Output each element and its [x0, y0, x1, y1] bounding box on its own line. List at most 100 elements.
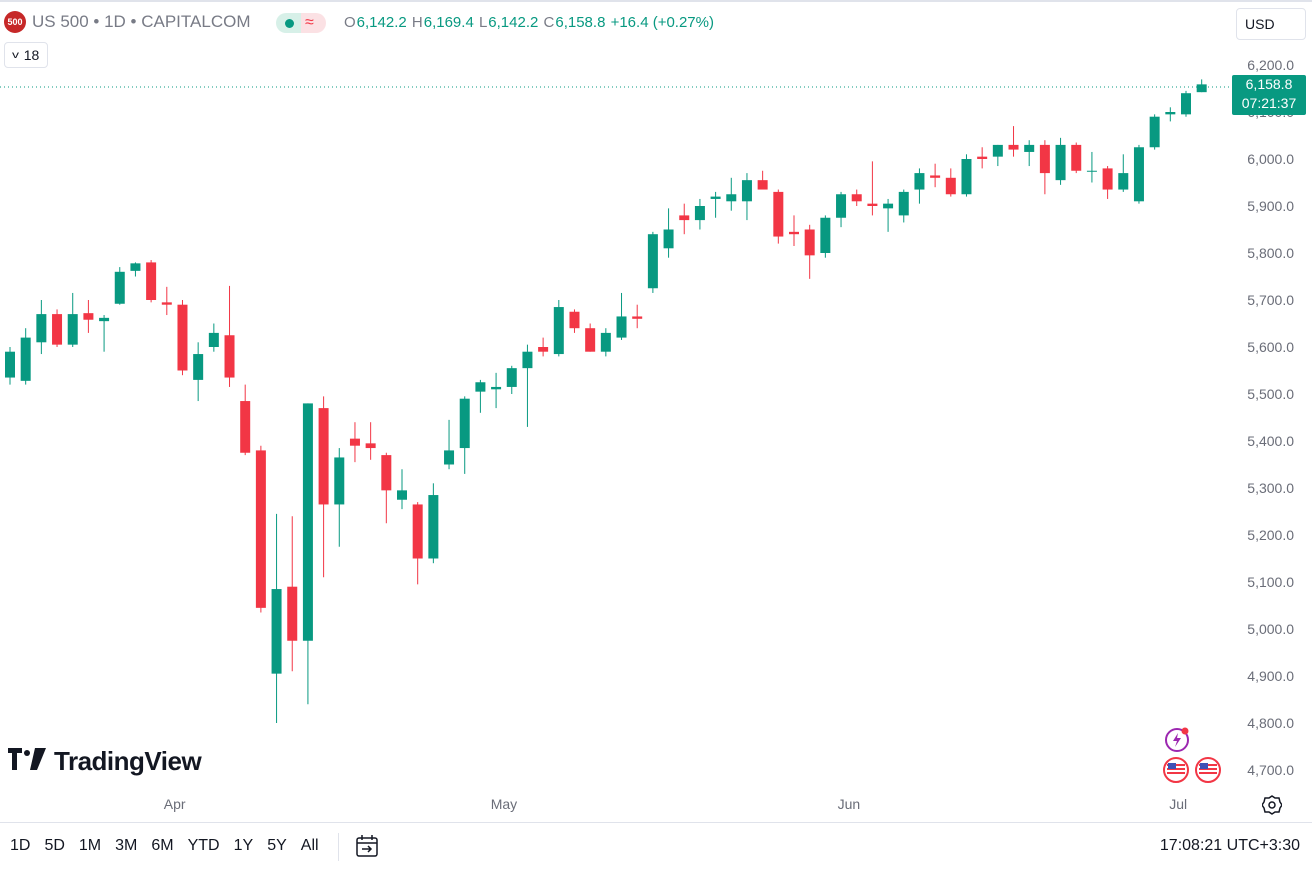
y-tick-label: 4,800.0: [1247, 715, 1294, 731]
candle-body: [945, 177, 956, 195]
close-key: C: [543, 14, 555, 31]
candle: [836, 191, 847, 228]
candle: [851, 189, 862, 206]
candle: [428, 483, 439, 564]
y-tick-label: 5,200.0: [1247, 527, 1294, 543]
candle-body: [647, 234, 658, 289]
candle-body: [1039, 144, 1050, 174]
candle-body: [820, 217, 831, 253]
candle: [1118, 154, 1129, 192]
candle: [506, 365, 517, 394]
candle-body: [930, 175, 941, 178]
range-button-all[interactable]: All: [300, 837, 319, 854]
candle-body: [1024, 144, 1035, 152]
y-tick-label: 4,900.0: [1247, 668, 1294, 684]
candle-body: [600, 332, 611, 352]
candle-body: [992, 144, 1003, 157]
candle-body: [302, 403, 313, 641]
symbol-title[interactable]: US 500 • 1D • CAPITALCOM: [32, 12, 251, 31]
candle-body: [208, 332, 219, 347]
candle: [1024, 140, 1035, 167]
change-value: +16.4 (+0.27%): [610, 14, 714, 31]
candle-body: [663, 229, 674, 249]
tradingview-mark-icon: [8, 746, 46, 777]
candle: [710, 191, 721, 218]
candle: [193, 342, 204, 402]
candle: [318, 396, 329, 578]
candle: [20, 328, 31, 385]
range-button-1d[interactable]: 1D: [10, 837, 31, 854]
indicators-collapse-button[interactable]: v 18: [4, 42, 48, 68]
candle-body: [1071, 144, 1082, 171]
candle-body: [318, 408, 329, 505]
symbol-logo-badge[interactable]: 500: [4, 11, 26, 33]
candle-body: [741, 180, 752, 202]
candle-body: [616, 316, 627, 338]
range-button-1m[interactable]: 1M: [78, 837, 102, 854]
tradingview-logo[interactable]: TradingView: [8, 746, 202, 777]
range-button-ytd[interactable]: YTD: [187, 837, 220, 854]
candle-body: [161, 302, 172, 305]
candle-body: [491, 386, 502, 390]
candle: [287, 516, 298, 672]
approx-wave-icon: ≈: [305, 14, 314, 31]
timezone-clock[interactable]: 17:08:21 UTC+3:30: [1159, 837, 1300, 854]
candle: [36, 300, 47, 355]
candle: [867, 161, 878, 216]
price-axis[interactable]: 6,200.06,100.06,000.05,900.05,800.05,700…: [1247, 57, 1294, 778]
candle-body: [99, 317, 110, 322]
y-tick-label: 5,600.0: [1247, 339, 1294, 355]
candles-group: [5, 79, 1207, 723]
candle-body: [1149, 116, 1160, 148]
candle: [240, 384, 251, 456]
candle: [381, 452, 392, 524]
candle-body: [836, 194, 847, 218]
range-button-6m[interactable]: 6M: [151, 837, 174, 854]
y-tick-label: 5,400.0: [1247, 433, 1294, 449]
candle-body: [977, 156, 988, 159]
bar-countdown: 07:21:37: [1241, 95, 1297, 111]
candle: [255, 445, 266, 613]
currency-selector[interactable]: USD: [1236, 8, 1306, 40]
candle: [585, 323, 596, 352]
calendar-goto-icon[interactable]: [354, 833, 380, 859]
candle: [114, 267, 125, 305]
candle-body: [130, 263, 141, 271]
lightning-event-icon[interactable]: [1164, 726, 1194, 756]
candle: [945, 168, 956, 197]
range-button-1y[interactable]: 1Y: [233, 837, 254, 854]
range-button-5y[interactable]: 5Y: [267, 837, 287, 854]
candle-body: [506, 368, 517, 387]
candle: [647, 231, 658, 293]
candle-body: [1196, 84, 1207, 93]
range-button-5d[interactable]: 5D: [44, 837, 65, 854]
range-button-3m[interactable]: 3M: [115, 837, 138, 854]
candle-body: [83, 313, 94, 320]
candle-body: [1133, 147, 1144, 202]
candle: [820, 215, 831, 258]
indicators-count: 18: [23, 47, 40, 63]
x-tick-label: Jun: [838, 796, 861, 812]
candle-body: [1118, 173, 1129, 190]
us-flag-event-icons[interactable]: [1162, 756, 1224, 784]
candle-body: [397, 490, 407, 500]
candle: [475, 379, 486, 413]
candle-body: [632, 316, 643, 319]
candle: [177, 300, 188, 376]
candle-body: [381, 455, 392, 491]
candle: [883, 198, 894, 232]
candle-body: [522, 351, 533, 369]
candle: [569, 309, 580, 333]
open-key: O: [344, 14, 356, 31]
close-value: 6,158.8: [555, 14, 606, 31]
time-axis[interactable]: Apr May Jun Jul: [164, 796, 1187, 812]
x-tick-label: Jul: [1169, 796, 1187, 812]
y-tick-label: 5,100.0: [1247, 574, 1294, 590]
market-status-pill[interactable]: ≈: [276, 13, 326, 33]
candle-body: [334, 457, 345, 505]
settings-gear-icon[interactable]: [1262, 795, 1282, 815]
candle-body: [114, 271, 125, 304]
candle: [208, 323, 219, 352]
candle-body: [883, 203, 894, 209]
